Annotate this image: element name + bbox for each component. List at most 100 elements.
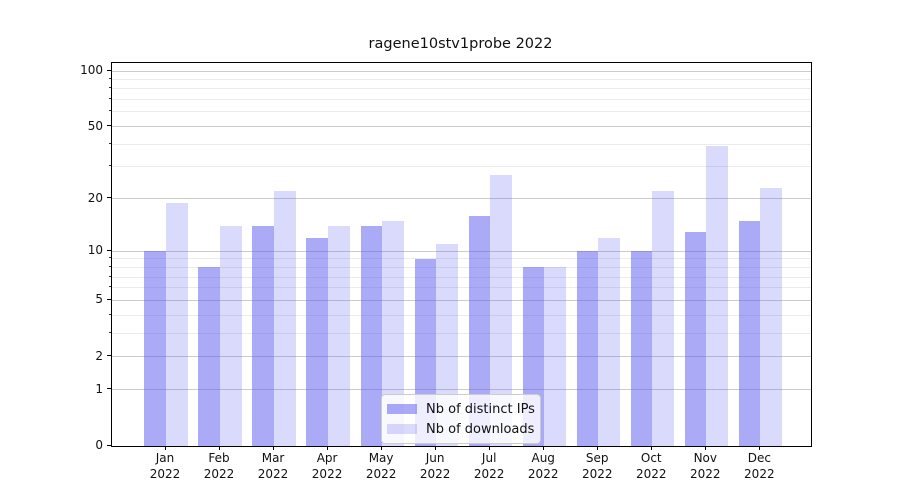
x-tick-mark <box>164 446 166 450</box>
y-tick-mark <box>107 388 111 390</box>
x-tick-year: 2022 <box>635 466 667 481</box>
bar-downloads-jul <box>490 175 512 446</box>
y-tick-mark <box>107 197 111 199</box>
bar-distinct-ips-apr <box>306 237 329 446</box>
bar-downloads-apr <box>328 225 350 446</box>
x-tick-mark <box>218 446 220 450</box>
x-tick-year: 2022 <box>473 466 505 481</box>
x-tick-month: May <box>368 451 394 465</box>
x-tick-year: 2022 <box>690 466 721 481</box>
legend-swatch-distinct-ips <box>387 403 417 415</box>
x-tick-month: Feb <box>208 451 230 465</box>
y-minor-tick-mark <box>109 77 111 79</box>
x-tick-month: Oct <box>640 451 662 465</box>
y-minor-tick-mark <box>109 331 111 333</box>
y-minor-tick-mark <box>109 257 111 259</box>
y-tick-mark <box>107 298 111 300</box>
bar-downloads-aug <box>544 267 566 446</box>
x-tick-year: 2022 <box>149 466 181 481</box>
major-gridline <box>112 126 811 128</box>
x-tick-mark <box>758 446 760 450</box>
y-minor-tick-mark <box>109 98 111 100</box>
y-minor-tick-mark <box>109 313 111 315</box>
x-tick-mark <box>650 446 652 450</box>
legend: Nb of distinct IPs Nb of downloads <box>381 394 541 444</box>
x-tick-mark <box>596 446 598 450</box>
bar-downloads-nov <box>706 146 728 446</box>
x-tick-month: Nov <box>693 451 717 465</box>
y-minor-tick-mark <box>109 142 111 144</box>
minor-gridline <box>112 166 811 168</box>
x-tick-label: Nov 2022 <box>665 451 745 482</box>
legend-item-distinct-ips: Nb of distinct IPs <box>382 399 540 419</box>
bar-downloads-oct <box>652 191 674 446</box>
bar-distinct-ips-sep <box>576 251 599 446</box>
plot-area: Nb of distinct IPs Nb of downloads <box>111 62 812 447</box>
x-tick-label: Jul 2022 <box>449 451 529 482</box>
y-tick-label: 2 <box>95 348 103 363</box>
y-tick-label: 10 <box>87 243 103 258</box>
bar-distinct-ips-dec <box>738 220 761 446</box>
bar-downloads-may <box>382 220 404 446</box>
x-tick-label: Aug 2022 <box>503 451 583 482</box>
legend-swatch-downloads <box>387 423 417 435</box>
x-tick-month: Jan <box>155 451 175 465</box>
y-minor-tick-mark <box>109 275 111 277</box>
x-tick-label: Jun 2022 <box>395 451 475 482</box>
y-minor-tick-mark <box>109 165 111 167</box>
x-tick-label: May 2022 <box>341 451 421 482</box>
x-tick-month: Aug <box>531 451 555 465</box>
bar-downloads-mar <box>274 191 296 446</box>
y-tick-label: 20 <box>87 190 103 205</box>
x-tick-label: Dec 2022 <box>719 451 799 482</box>
bar-distinct-ips-jan <box>144 251 166 446</box>
x-tick-mark <box>272 446 274 450</box>
x-tick-month: Mar <box>261 451 285 465</box>
x-tick-month: Dec <box>747 451 771 465</box>
y-minor-tick-mark <box>109 286 111 288</box>
minor-gridline <box>112 332 811 334</box>
x-tick-year: 2022 <box>365 466 397 481</box>
minor-gridline <box>112 276 811 278</box>
x-tick-month: Sep <box>585 451 609 465</box>
x-tick-label: Sep 2022 <box>557 451 637 482</box>
x-tick-mark <box>326 446 328 450</box>
y-tick-label: 50 <box>87 118 103 133</box>
legend-label-downloads: Nb of downloads <box>426 421 535 437</box>
bar-downloads-dec <box>760 187 782 446</box>
x-tick-year: 2022 <box>581 466 613 481</box>
x-tick-label: Feb 2022 <box>179 451 259 482</box>
minor-gridline <box>112 111 811 113</box>
chart-title: ragene10stv1probe 2022 <box>368 36 553 52</box>
bar-distinct-ips-oct <box>630 251 653 446</box>
bar-distinct-ips-mar <box>252 225 275 446</box>
bar-downloads-feb <box>220 225 242 446</box>
legend-label-distinct-ips: Nb of distinct IPs <box>426 401 535 417</box>
y-tick-label: 0 <box>95 438 103 452</box>
minor-gridline <box>112 88 811 90</box>
y-minor-tick-mark <box>109 265 111 267</box>
major-gridline <box>112 356 811 358</box>
bar-distinct-ips-jul <box>468 215 491 446</box>
major-gridline <box>112 250 811 252</box>
x-tick-year: 2022 <box>527 466 559 481</box>
y-tick-label: 5 <box>95 292 103 307</box>
y-minor-tick-mark <box>109 87 111 89</box>
bar-distinct-ips-feb <box>198 267 221 446</box>
bar-downloads-jan <box>166 202 188 446</box>
x-tick-year: 2022 <box>311 466 343 481</box>
major-gridline <box>112 198 811 200</box>
x-tick-mark <box>380 446 382 450</box>
y-minor-tick-mark <box>109 110 111 112</box>
major-gridline <box>112 389 811 391</box>
x-tick-year: 2022 <box>744 466 775 481</box>
minor-gridline <box>112 99 811 101</box>
y-tick-mark <box>107 69 111 71</box>
x-tick-month: Apr <box>316 451 338 465</box>
minor-gridline <box>112 258 811 260</box>
y-tick-mark <box>107 355 111 357</box>
y-tick-label: 1 <box>95 381 103 396</box>
x-tick-month: Jul <box>481 451 497 465</box>
x-tick-mark <box>704 446 706 450</box>
